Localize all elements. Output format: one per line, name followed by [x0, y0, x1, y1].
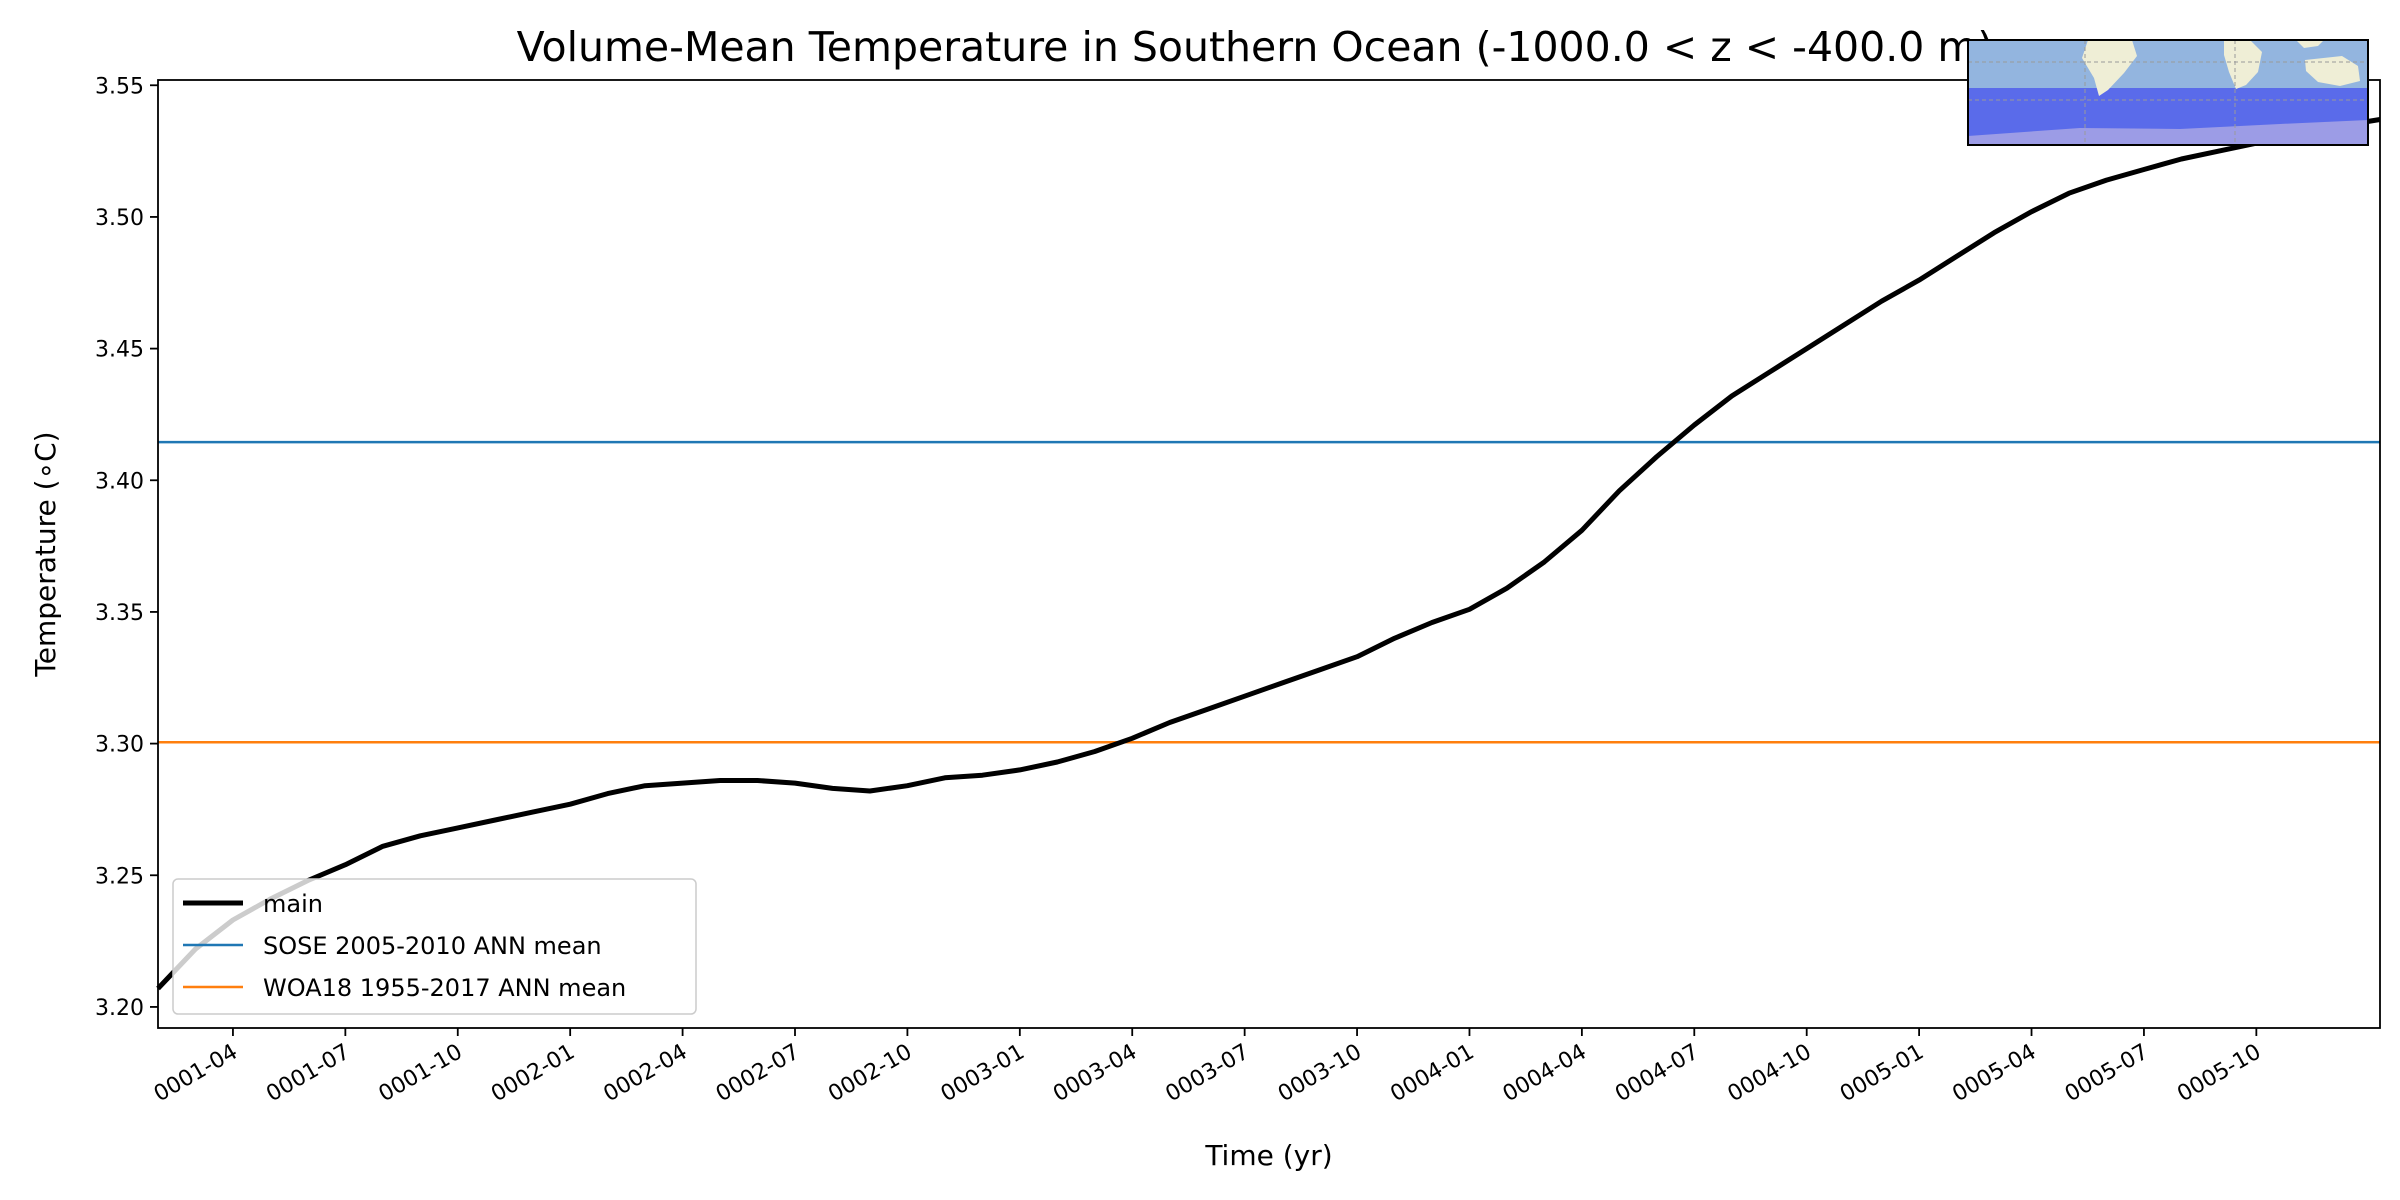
x-tick-label: 0005-04: [1948, 1040, 2040, 1108]
x-tick-label: 0004-01: [1386, 1040, 1478, 1108]
y-tick-label: 3.45: [95, 338, 144, 363]
inset-map: [1967, 39, 2369, 146]
inset-frame: [1967, 39, 2369, 146]
inset-land-south-america: [2082, 40, 2137, 96]
inset-land-africa: [2224, 40, 2262, 89]
x-tick-label: 0002-07: [712, 1040, 804, 1108]
x-tick-label: 0005-10: [2173, 1040, 2265, 1108]
legend-entry-woa18: WOA18 1955-2017 ANN mean: [263, 974, 626, 1002]
inset-land-australia: [2305, 56, 2360, 86]
chart-title: Volume-Mean Temperature in Southern Ocea…: [517, 23, 1994, 71]
legend-box: [172, 878, 697, 1015]
x-tick-label: 0001-04: [150, 1040, 242, 1108]
y-axis-label: Temperature (∘C): [29, 431, 62, 677]
x-axis-label: Time (yr): [1204, 1139, 1332, 1172]
legend-entry-sose: SOSE 2005-2010 ANN mean: [263, 932, 602, 960]
y-tick-label: 3.25: [95, 864, 144, 889]
y-tick-label: 3.50: [95, 206, 144, 231]
x-tick-label: 0001-10: [375, 1040, 467, 1108]
legend: main SOSE 2005-2010 ANN mean WOA18 1955-…: [172, 878, 697, 1015]
x-tick-label: 0003-07: [1162, 1040, 1254, 1108]
x-axis: 0001-04 0001-07 0001-10 0002-01 0002-04 0002-…: [150, 1028, 2265, 1108]
x-tick-label: 0004-10: [1724, 1040, 1816, 1108]
y-tick-label: 3.20: [95, 996, 144, 1021]
x-tick-label: 0001-07: [262, 1040, 354, 1108]
y-tick-label: 3.55: [95, 74, 144, 99]
x-tick-label: 0004-07: [1611, 1040, 1703, 1108]
y-tick-label: 3.30: [95, 733, 144, 758]
inset-land-asia: [2296, 40, 2324, 48]
x-tick-label: 0003-10: [1274, 1040, 1366, 1108]
y-axis: 3.20 3.25 3.30 3.35 3.40 3.45 3.50 3.55: [95, 74, 158, 1021]
y-tick-label: 3.35: [95, 601, 144, 626]
x-tick-label: 0003-04: [1049, 1040, 1141, 1108]
y-tick-label: 3.40: [95, 469, 144, 494]
plot-background: [158, 80, 2380, 1028]
legend-entry-main: main: [263, 890, 323, 918]
x-tick-label: 0003-01: [937, 1040, 1029, 1108]
x-tick-label: 0005-07: [2061, 1040, 2153, 1108]
plot-frame: [157, 79, 2381, 1029]
x-tick-label: 0002-01: [487, 1040, 579, 1108]
main-series-line: [156, 117, 2381, 991]
x-tick-label: 0004-04: [1499, 1040, 1591, 1108]
inset-land-antarctica: [1968, 120, 2368, 145]
x-tick-label: 0002-04: [599, 1040, 691, 1108]
plot-area: [156, 79, 2381, 1029]
x-tick-label: 0005-01: [1836, 1040, 1928, 1108]
x-tick-label: 0002-10: [824, 1040, 916, 1108]
